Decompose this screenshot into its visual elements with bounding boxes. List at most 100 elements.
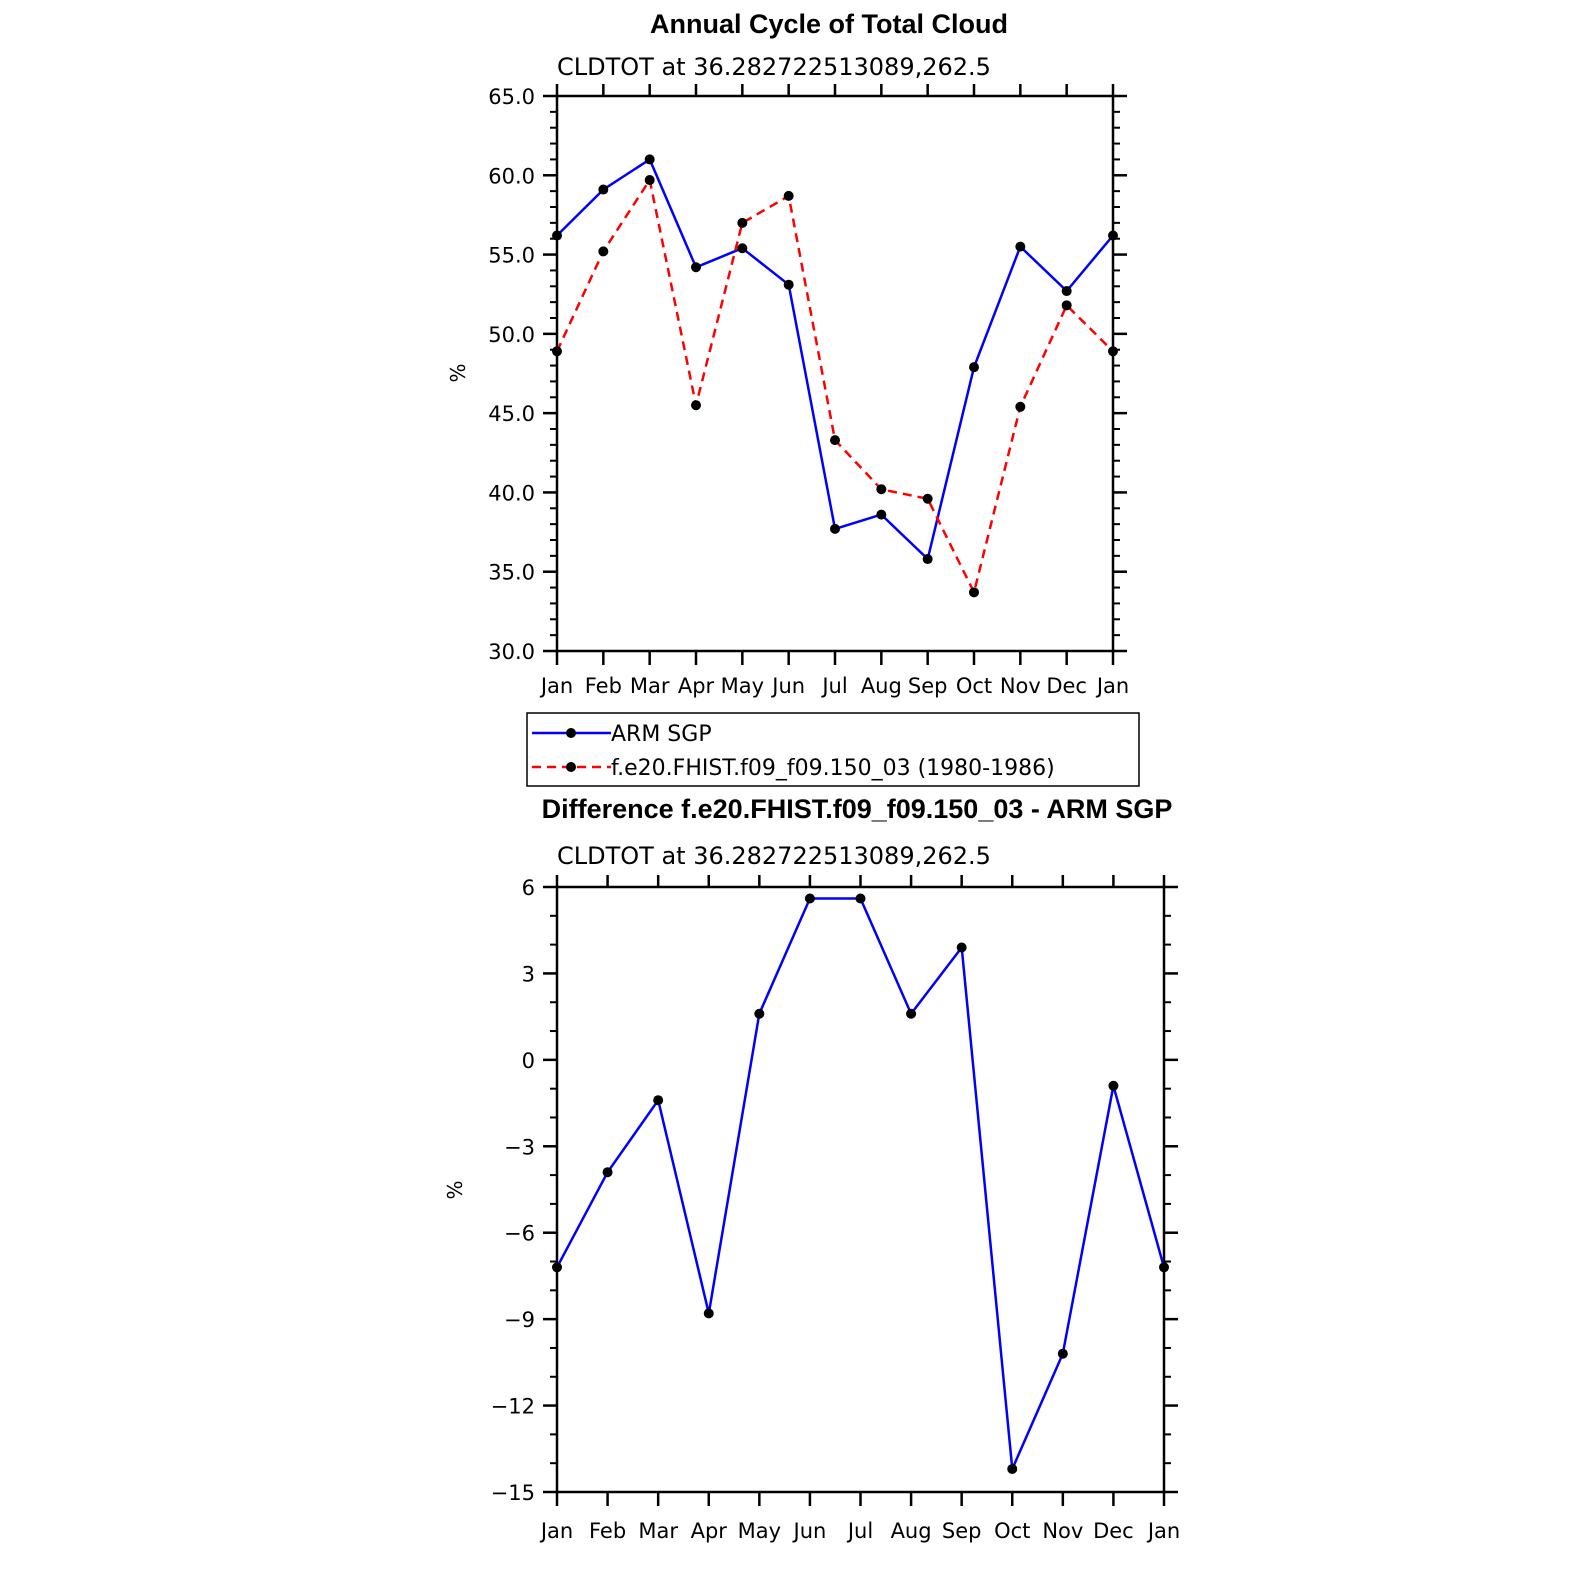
data-point (804, 893, 815, 904)
data-point (737, 243, 748, 254)
series-line (556, 158, 1114, 561)
y-axis-label: % (446, 363, 470, 382)
data-point (644, 154, 655, 165)
data-point (737, 217, 748, 228)
x-tick-label: Jan (1095, 674, 1129, 698)
x-tick-label: Jan (1146, 1519, 1180, 1543)
data-point (1015, 241, 1026, 252)
x-tick-label: Sep (942, 1519, 982, 1543)
x-tick-label: Nov (1000, 674, 1041, 698)
x-tick-label: Jun (770, 674, 805, 698)
y-tick-label: 65.0 (488, 85, 535, 109)
legend-box (526, 712, 1140, 787)
series-line (555, 897, 1166, 1471)
data-point (876, 509, 887, 520)
y-tick-label: 3 (522, 962, 535, 986)
data-point (783, 190, 794, 201)
data-point (552, 230, 562, 241)
x-tick-label: Jan (539, 1519, 573, 1543)
difference-chart: Difference f.e20.FHIST.f09_f09.150_03 - … (443, 794, 1180, 1543)
data-point (1159, 1262, 1169, 1273)
data-point (830, 435, 840, 446)
data-point (969, 587, 979, 598)
legend-label-model: f.e20.FHIST.f09_f09.150_03 (1980-1986) (611, 756, 1055, 781)
x-tick-label: Nov (1042, 1519, 1083, 1543)
x-tick-label: Dec (1093, 1519, 1134, 1543)
x-tick-label: Dec (1046, 674, 1087, 698)
x-tick-label: Feb (585, 674, 622, 698)
x-tick-label: Mar (630, 674, 670, 698)
data-point (969, 362, 979, 373)
data-point (1061, 286, 1072, 297)
x-tick-label: Aug (891, 1519, 932, 1543)
data-point (956, 942, 967, 953)
data-point (1007, 1463, 1018, 1474)
legend-label-arm-sgp: ARM SGP (611, 722, 712, 747)
y-tick-label: 6 (522, 876, 535, 900)
x-tick-label: Oct (994, 1519, 1030, 1543)
data-point (703, 1308, 714, 1319)
y-tick-label: 60.0 (488, 164, 535, 188)
data-point (906, 1008, 917, 1019)
y-tick-label: −6 (504, 1222, 535, 1246)
y-tick-label: 35.0 (488, 561, 535, 585)
y-tick-label: −9 (504, 1308, 535, 1332)
plot-area: −15 −12 −9 −6 −3 0 3 6 Jan Feb Mar Apr May Jun Jul Aug S… (491, 875, 1180, 1543)
plot-area: 30.0 35.0 40.0 45.0 50.0 55.0 60.0 65.0 Jan Feb Ma… (488, 84, 1129, 698)
data-point (783, 279, 794, 290)
x-tick-label: Jul (820, 674, 847, 698)
y-tick-label: 30.0 (488, 640, 535, 664)
data-point (602, 1167, 613, 1178)
x-tick-label: May (721, 674, 764, 698)
y-tick-label: 0 (522, 1049, 535, 1073)
data-point (644, 175, 655, 186)
data-point (598, 184, 609, 195)
data-point (922, 493, 933, 504)
y-tick-label: −12 (491, 1395, 535, 1419)
y-tick-label: 55.0 (488, 244, 535, 268)
data-point (922, 554, 933, 565)
data-point (1015, 401, 1026, 412)
data-point (691, 400, 701, 411)
data-point (552, 346, 562, 357)
legend-marker-model (566, 762, 576, 772)
x-tick-label: Aug (861, 674, 902, 698)
legend-marker-arm-sgp (566, 728, 576, 738)
plot-frame (555, 94, 1115, 653)
data-point (855, 893, 866, 904)
y-tick-label: 50.0 (488, 323, 535, 347)
legend: ARM SGP f.e20.FHIST.f09_f09.150_03 (1980… (526, 712, 1140, 787)
chart-subtitle: CLDTOT at 36.282722513089,262.5 (557, 53, 991, 81)
data-point (691, 262, 701, 273)
data-point (1061, 300, 1072, 311)
data-point (653, 1095, 664, 1106)
x-tick-label: Oct (956, 674, 992, 698)
x-tick-label: Jun (792, 1519, 827, 1543)
plot-frame (555, 885, 1166, 1494)
chart-title: Difference f.e20.FHIST.f09_f09.150_03 - … (542, 794, 1173, 824)
x-tick-label: Apr (691, 1519, 728, 1543)
data-point (830, 523, 840, 534)
data-point (1108, 1080, 1119, 1091)
x-tick-label: Feb (589, 1519, 626, 1543)
data-point (552, 1262, 562, 1273)
y-tick-label: −3 (504, 1135, 535, 1159)
data-point (1108, 346, 1118, 357)
y-tick-label: 40.0 (488, 481, 535, 505)
y-tick-label: −15 (491, 1481, 535, 1505)
data-point (598, 246, 609, 257)
chart-subtitle: CLDTOT at 36.282722513089,262.5 (557, 842, 991, 870)
annual-cycle-chart: Annual Cycle of Total Cloud CLDTOT at 36… (446, 9, 1129, 698)
chart-title: Annual Cycle of Total Cloud (650, 9, 1008, 39)
x-tick-label: May (738, 1519, 781, 1543)
x-tick-label: Mar (638, 1519, 678, 1543)
data-point (754, 1008, 765, 1019)
x-tick-label: Sep (908, 674, 948, 698)
data-point (1057, 1348, 1068, 1359)
y-axis-label: % (443, 1180, 467, 1199)
data-point (876, 484, 887, 495)
x-tick-label: Jul (846, 1519, 873, 1543)
x-tick-label: Apr (678, 674, 715, 698)
x-tick-label: Jan (539, 674, 573, 698)
data-point (1108, 230, 1118, 241)
